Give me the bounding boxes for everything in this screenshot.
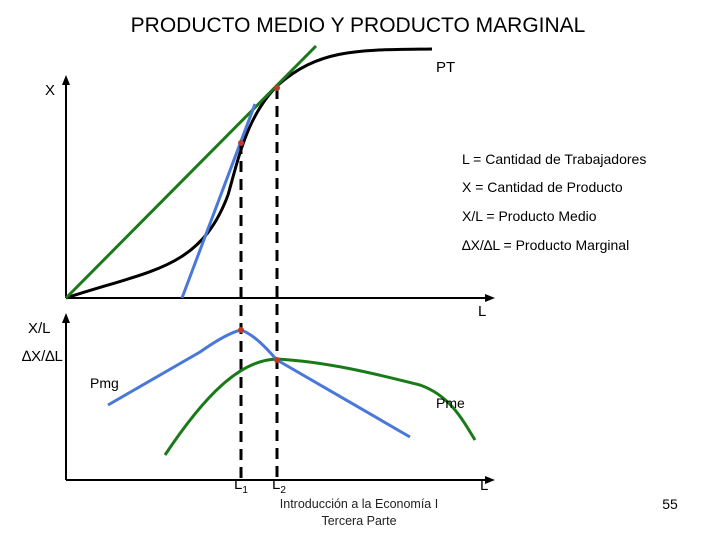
legend-item: ∆X/∆L = Producto Marginal [462, 237, 629, 253]
bottom-y-axis-label-marginal: ∆X/∆L [22, 348, 63, 365]
pmg-label: Pmg [90, 375, 119, 391]
l1-label: L1 [234, 476, 248, 496]
total-product-label: PT [436, 59, 455, 76]
footer-section: Tercera Parte [321, 514, 396, 528]
footer-course: Introducción a la Economía I [280, 497, 438, 511]
page-title: PRODUCTO MEDIO Y PRODUCTO MARGINAL [131, 14, 586, 37]
top-x-axis-label: L [478, 303, 486, 320]
inflection-point-marker [238, 140, 244, 146]
pme-curve [163, 357, 477, 456]
definitions-legend: L = Cantidad de Trabajadores X = Cantida… [462, 151, 646, 253]
marginal-product-tangent [180, 103, 257, 299]
pmg-max-marker [238, 327, 244, 333]
pmg-curve [107, 328, 411, 439]
tangency-point-marker [274, 85, 280, 91]
legend-item: X/L = Producto Medio [462, 208, 597, 224]
pme-label: Pme [436, 395, 465, 411]
top-y-axis-label: X [45, 82, 55, 99]
pme-max-marker [274, 357, 280, 363]
legend-item: L = Cantidad de Trabajadores [462, 151, 646, 167]
page-number: 55 [662, 496, 678, 512]
bottom-y-axis-label-average: X/L [28, 320, 51, 337]
l2-label: L2 [272, 476, 286, 496]
legend-item: X = Cantidad de Producto [462, 179, 623, 195]
total-product-curve [65, 47, 433, 300]
bottom-x-axis-label: L [480, 477, 488, 494]
